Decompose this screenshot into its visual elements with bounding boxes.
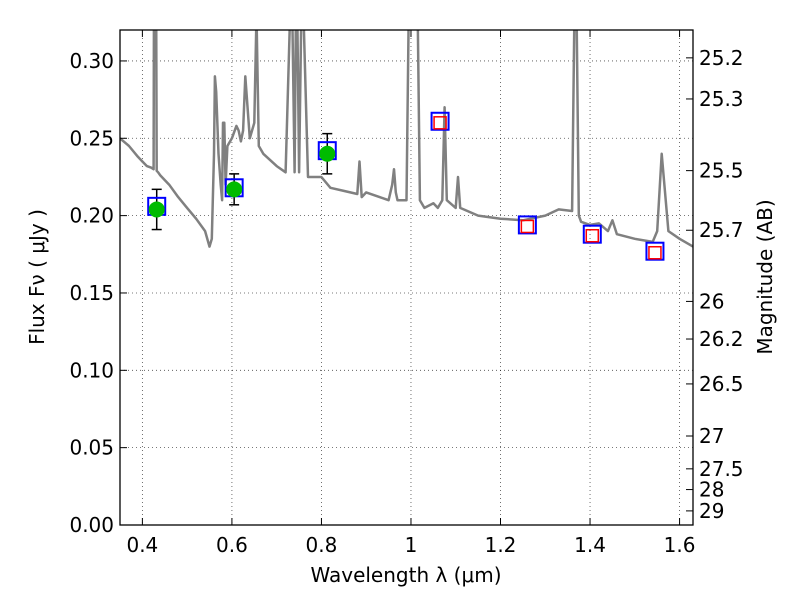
model-flux-box bbox=[517, 215, 537, 235]
right-tick-label: 28 bbox=[699, 478, 724, 502]
y-tick-label: 0.10 bbox=[69, 358, 114, 382]
y-tick-label: 0.05 bbox=[69, 436, 114, 460]
right-tick-label: 27.5 bbox=[699, 457, 744, 481]
right-tick-label: 26.2 bbox=[699, 327, 744, 351]
y-tick-label: 0.20 bbox=[69, 204, 114, 228]
right-tick-label: 25.2 bbox=[699, 46, 744, 70]
right-tick-label: 25.7 bbox=[699, 218, 744, 242]
right-tick-label: 25.5 bbox=[699, 159, 744, 183]
observed-flux-point bbox=[148, 201, 165, 218]
template-spectrum-layer bbox=[120, 30, 693, 248]
open-square-point bbox=[585, 228, 600, 243]
ticks bbox=[120, 30, 693, 526]
x-tick-label: 1.2 bbox=[485, 533, 517, 557]
x-tick-label: 1.6 bbox=[664, 533, 696, 557]
open-square-point bbox=[520, 219, 535, 234]
y-tick-label: 0.00 bbox=[69, 513, 114, 537]
x-tick-label: 0.8 bbox=[306, 533, 338, 557]
grid bbox=[120, 30, 693, 526]
right-tick-label: 25.3 bbox=[699, 87, 744, 111]
photometry-points-layer bbox=[147, 111, 665, 261]
right-tick-label: 27 bbox=[699, 424, 724, 448]
template-spectrum-line bbox=[120, 30, 693, 248]
right-tick-label: 26 bbox=[699, 289, 724, 313]
model-flux-box bbox=[430, 111, 450, 131]
right-tick-label: 26.5 bbox=[699, 372, 744, 396]
y-tick-label: 0.25 bbox=[69, 126, 114, 150]
x-tick-label: 0.4 bbox=[126, 533, 158, 557]
tick-labels: 0.4 0.6 0.8 1 1.2 1.4 1.6 0.00 0.05 0.10 0.15 0.20 0… bbox=[69, 46, 743, 557]
y-tick-label: 0.15 bbox=[69, 281, 114, 305]
right-axis-label: Magnitude (AB) bbox=[753, 199, 777, 354]
observed-flux-point bbox=[226, 181, 243, 198]
plot-frame bbox=[119, 29, 694, 526]
y-axis-label: Flux Fν ( μJy ) bbox=[25, 209, 49, 345]
x-axis-label: Wavelength λ (μm) bbox=[310, 563, 501, 587]
open-square-point bbox=[648, 246, 662, 260]
observed-flux-point bbox=[319, 145, 336, 162]
model-flux-box bbox=[582, 224, 602, 244]
x-tick-label: 1 bbox=[405, 533, 418, 557]
x-tick-label: 0.6 bbox=[216, 533, 248, 557]
right-tick-label: 29 bbox=[699, 499, 724, 523]
model-flux-box bbox=[645, 241, 665, 261]
x-tick-label: 1.4 bbox=[574, 533, 606, 557]
open-square-point bbox=[433, 116, 447, 130]
y-tick-label: 0.30 bbox=[69, 49, 114, 73]
